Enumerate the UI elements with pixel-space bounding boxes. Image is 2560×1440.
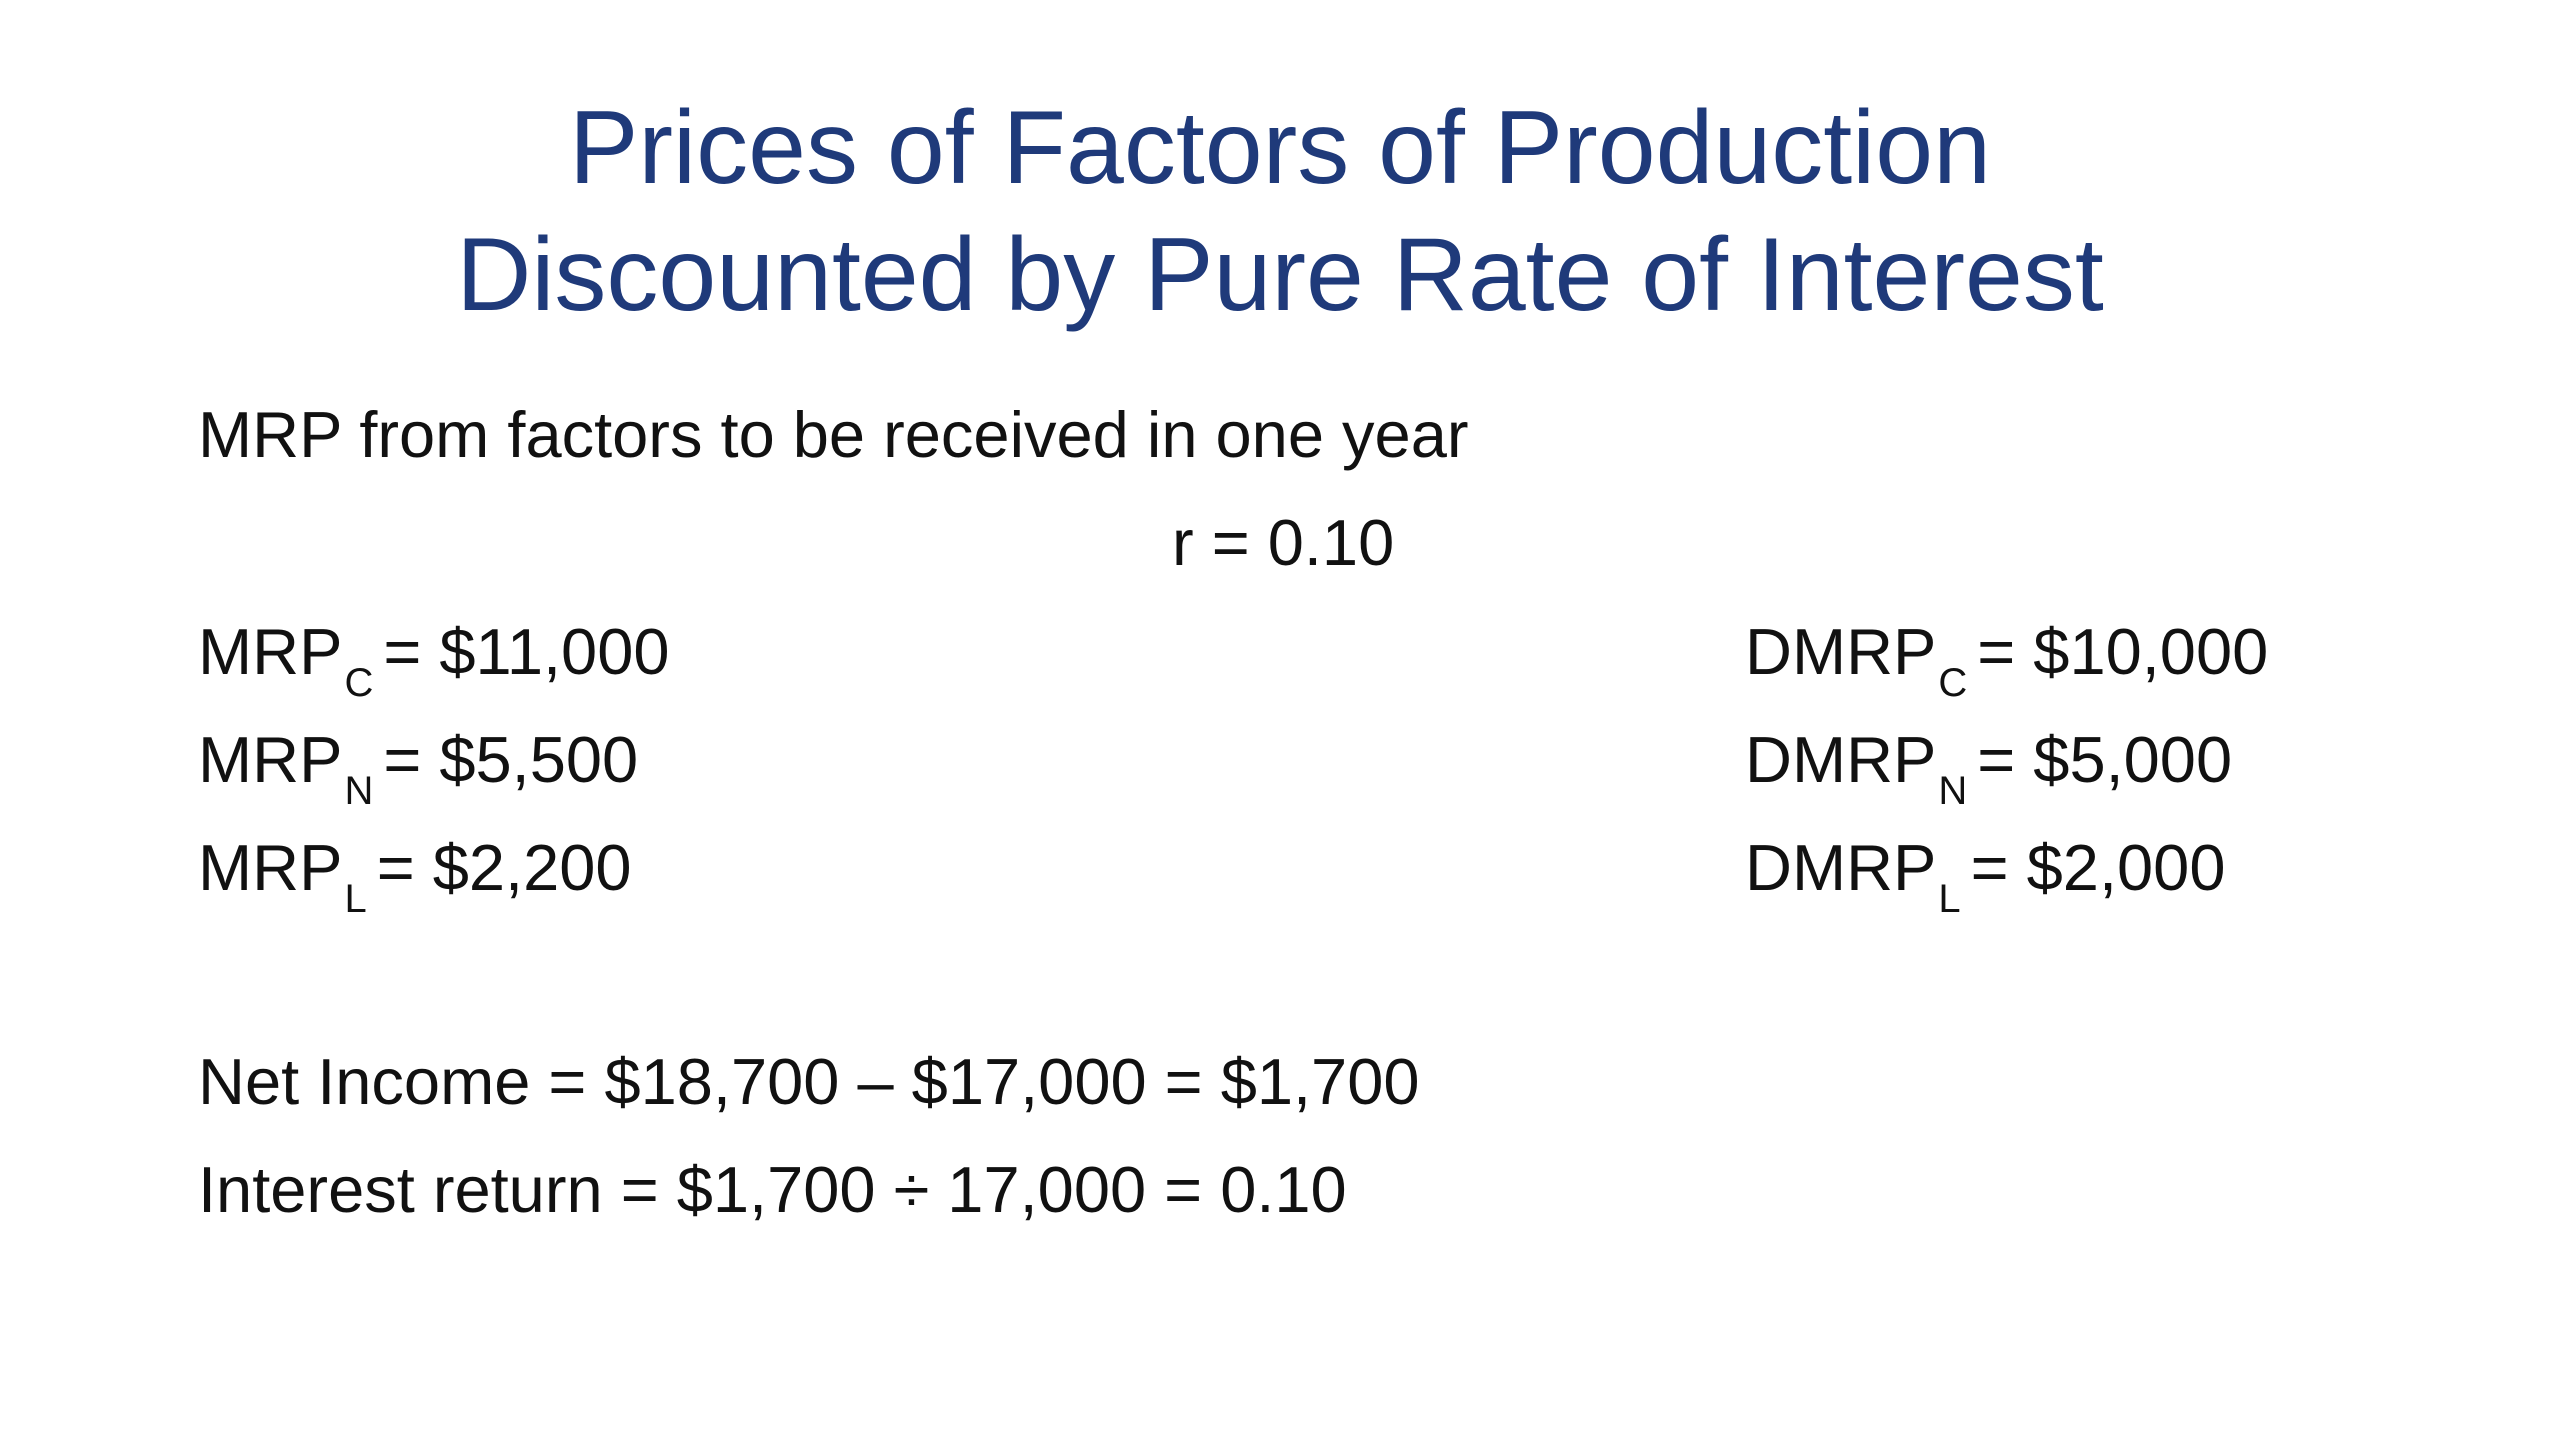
mrp-land: MRPN = $5,500 (198, 720, 639, 813)
dmrp-capital: DMRPC = $10,000 (1745, 612, 2269, 705)
mrp-labor-base: MRP (198, 831, 343, 904)
mrp-labor-subscript: L (344, 877, 367, 921)
dmrp-labor-subscript: L (1938, 877, 1961, 921)
dmrp-land-value: = $5,000 (1977, 723, 2233, 796)
slide-title-line-2: Discounted by Pure Rate of Interest (456, 217, 2104, 333)
mrp-land-value: = $5,500 (383, 723, 639, 796)
dmrp-capital-subscript: C (1938, 661, 1968, 705)
mrp-land-subscript: N (344, 769, 374, 813)
dmrp-capital-base: DMRP (1745, 615, 1937, 688)
dmrp-land-base: DMRP (1745, 723, 1937, 796)
net-income: Net Income = $18,700 – $17,000 = $1,700 (198, 1045, 1420, 1118)
mrp-labor: MRPL = $2,200 (198, 828, 632, 921)
interest-return: Interest return = $1,700 ÷ 17,000 = 0.10 (198, 1153, 1347, 1226)
slide-title-line-1: Prices of Factors of Production (569, 90, 1991, 206)
interest-rate: r = 0.10 (1172, 506, 1395, 579)
dmrp-capital-value: = $10,000 (1977, 615, 2269, 688)
dmrp-labor-base: DMRP (1745, 831, 1937, 904)
mrp-labor-value: = $2,200 (376, 831, 632, 904)
mrp-capital-base: MRP (198, 615, 343, 688)
dmrp-land-subscript: N (1938, 769, 1968, 813)
dmrp-land: DMRPN = $5,000 (1745, 720, 2233, 813)
intro-text: MRP from factors to be received in one y… (198, 398, 1469, 471)
slide-title: Prices of Factors of Production Discount… (0, 85, 2560, 339)
mrp-land-base: MRP (198, 723, 343, 796)
dmrp-labor: DMRPL = $2,000 (1745, 828, 2226, 921)
mrp-capital-subscript: C (344, 661, 374, 705)
mrp-capital-value: = $11,000 (383, 615, 670, 688)
dmrp-labor-value: = $2,000 (1970, 831, 2226, 904)
mrp-capital: MRPC = $11,000 (198, 612, 670, 705)
